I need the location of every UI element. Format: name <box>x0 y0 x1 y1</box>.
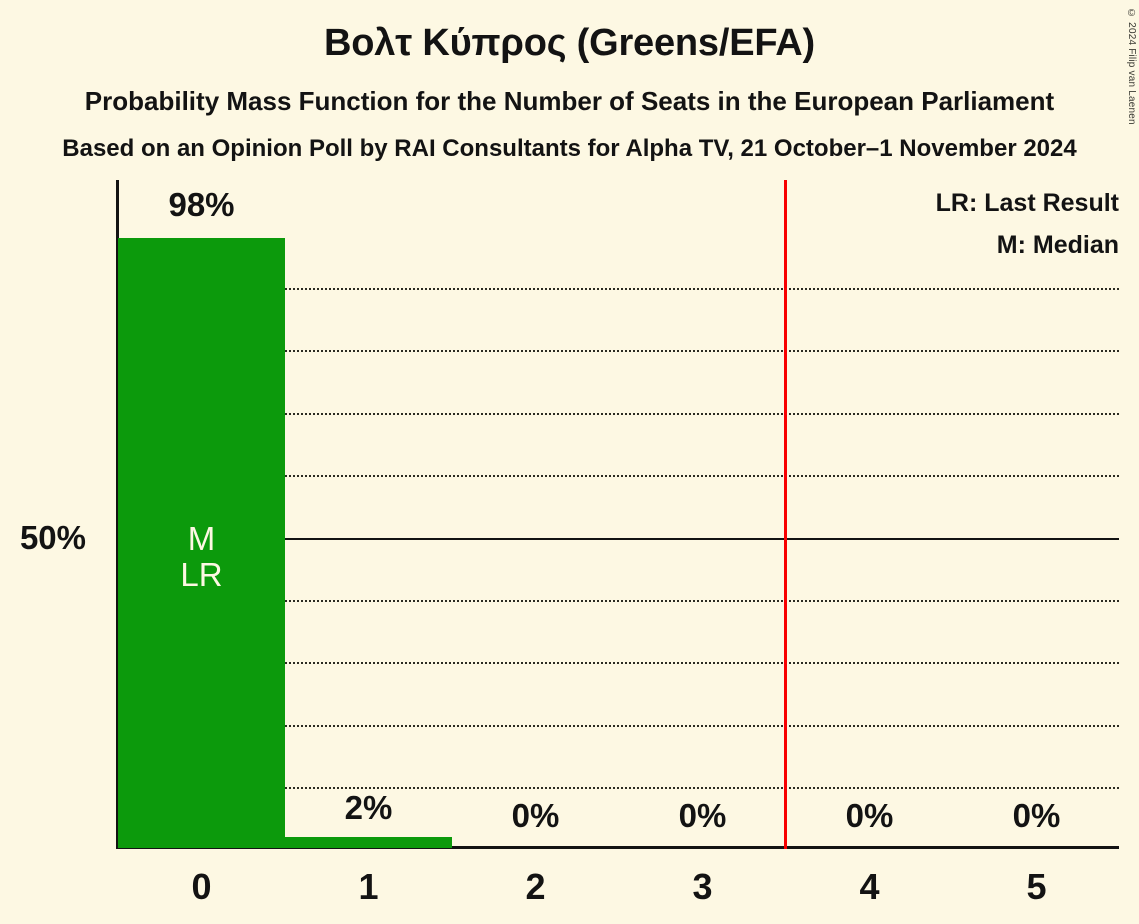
bar-seats-1[interactable] <box>285 837 452 848</box>
bar-seats-0[interactable]: M LR <box>118 238 285 848</box>
bar-value-label-2: 0% <box>511 797 560 834</box>
threshold-line <box>784 180 787 849</box>
legend-entry-last-result: LR: Last Result <box>935 189 1119 217</box>
x-axis-tick-label-1: 1 <box>358 866 379 907</box>
copyright-notice: © 2024 Filip van Laenen <box>1126 8 1137 125</box>
bar-marker-median: M <box>187 520 216 557</box>
gridline-40 <box>118 600 1119 602</box>
bar-value-label-5: 0% <box>1012 797 1061 834</box>
gridline-90 <box>118 288 1119 290</box>
bar-value-label-0: 98% <box>168 186 235 223</box>
legend-entry-median: M: Median <box>996 231 1119 259</box>
x-axis-tick-label-3: 3 <box>692 866 713 907</box>
chart-source-line: Based on an Opinion Poll by RAI Consulta… <box>62 135 1077 162</box>
gridline-50-major <box>118 538 1119 540</box>
y-axis-tick-label-50: 50% <box>19 519 86 556</box>
gridline-10 <box>118 787 1119 789</box>
chart-legend: LR: Last Result M: Median <box>936 182 1119 266</box>
bar-value-label-3: 0% <box>678 797 727 834</box>
y-axis-line <box>116 180 119 849</box>
bar-value-label-1: 2% <box>344 789 393 826</box>
x-axis-tick-label-5: 5 <box>1026 866 1047 907</box>
chart-title: Βολτ Κύπρος (Greens/EFA) <box>324 22 815 64</box>
bar-marker-last-result: LR <box>180 556 223 593</box>
gridline-20 <box>118 725 1119 727</box>
bar-value-label-4: 0% <box>845 797 894 834</box>
x-axis-tick-label-4: 4 <box>859 866 880 907</box>
gridline-30 <box>118 662 1119 664</box>
gridline-60 <box>118 475 1119 477</box>
gridline-80 <box>118 350 1119 352</box>
x-axis-tick-label-0: 0 <box>191 866 212 907</box>
x-axis-line <box>116 846 1119 849</box>
chart-subtitle: Probability Mass Function for the Number… <box>84 86 1055 116</box>
gridline-70 <box>118 413 1119 415</box>
x-axis-tick-label-2: 2 <box>525 866 546 907</box>
plot-area: M LR <box>118 180 1119 848</box>
